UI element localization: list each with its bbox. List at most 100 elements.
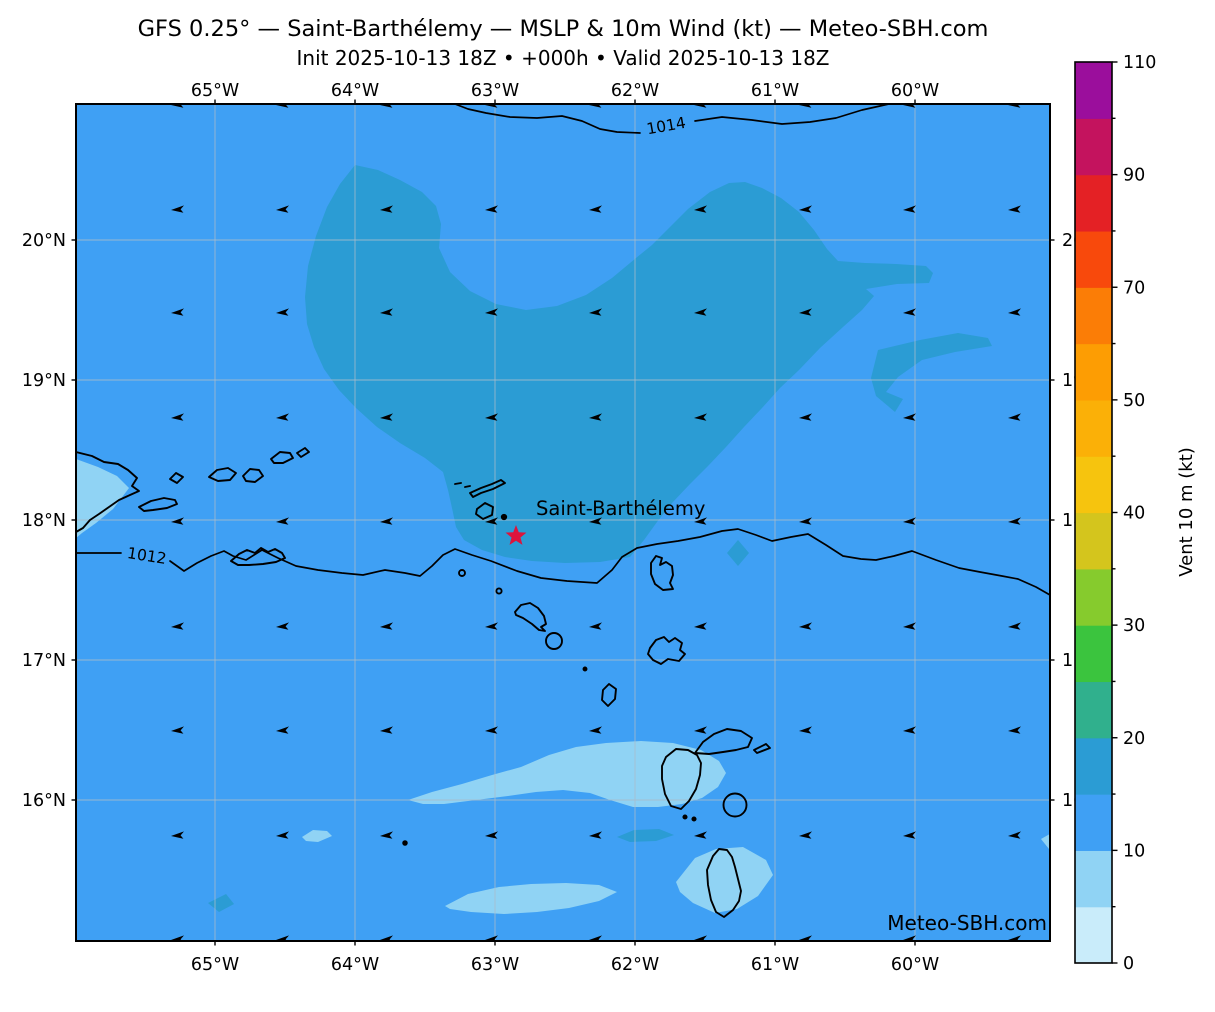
coast-st-thomas bbox=[208, 467, 237, 482]
wind-arrow bbox=[799, 935, 812, 941]
coast-montserrat bbox=[601, 683, 617, 707]
wind-arrow bbox=[589, 622, 602, 630]
lon-label-bottom: 62°W bbox=[611, 955, 659, 975]
wind-arrow bbox=[276, 831, 289, 839]
lon-label-top: 62°W bbox=[611, 81, 659, 101]
colorbar: 0 10 20 30 40 50 70 90 110 bbox=[1074, 53, 1156, 974]
wind-arrow bbox=[589, 413, 602, 421]
coast-les-saintes-1 bbox=[682, 814, 688, 820]
coast-virgin-gorda bbox=[296, 447, 310, 458]
coast-les-saintes-2 bbox=[691, 816, 697, 822]
map-frame bbox=[75, 103, 1051, 942]
colorbar-axis-label: Vent 10 m (kt) bbox=[1176, 447, 1197, 577]
coast-st-john bbox=[242, 468, 264, 483]
lat-label-left: 16°N bbox=[22, 791, 66, 811]
wind-regions-5-10 bbox=[76, 459, 1050, 914]
wind-region-band-5-10 bbox=[445, 883, 617, 914]
map-area: 1014 1012 Meteo-SBH.com Saint-Barthélemy bbox=[76, 104, 1050, 941]
coast-islet-1 bbox=[454, 482, 462, 485]
wind-region-center-5-10 bbox=[408, 741, 726, 807]
wind-region-edge-5-10 bbox=[1041, 833, 1050, 850]
location-marker-label: Saint-Barthélemy bbox=[536, 497, 705, 520]
wind-arrow bbox=[485, 517, 498, 525]
colorbar-segment bbox=[1075, 287, 1112, 345]
wind-region-lens-5-10 bbox=[302, 830, 332, 842]
coast-dominica bbox=[706, 848, 742, 918]
wind-region-lens-15-20 bbox=[617, 829, 674, 842]
isobar-1012-label: 1012 bbox=[126, 544, 168, 568]
wind-arrow bbox=[589, 935, 602, 941]
coast-st-barth-dot bbox=[500, 513, 508, 521]
colorbar-tick-label: 0 bbox=[1123, 954, 1134, 974]
lon-label-top: 61°W bbox=[751, 81, 799, 101]
wind-arrow bbox=[1008, 726, 1021, 734]
wind-arrow bbox=[276, 935, 289, 941]
colorbar-segment bbox=[1075, 850, 1112, 908]
graticule bbox=[76, 104, 1050, 941]
coast-puerto-rico bbox=[76, 451, 140, 533]
wind-arrow bbox=[799, 622, 812, 630]
lon-label-bottom: 60°W bbox=[891, 955, 939, 975]
isobar-1012-line-b bbox=[169, 528, 1050, 596]
wind-arrow bbox=[380, 726, 393, 734]
colorbar-segment bbox=[1075, 456, 1112, 514]
colorbar-tick-label: 10 bbox=[1123, 841, 1145, 861]
colorbar-segment bbox=[1075, 906, 1112, 964]
wind-arrow bbox=[799, 413, 812, 421]
wind-arrow bbox=[903, 726, 916, 734]
wind-arrow bbox=[694, 935, 707, 941]
wind-arrow bbox=[694, 622, 707, 630]
colorbar-segment bbox=[1075, 625, 1112, 683]
wind-regions-15-20 bbox=[208, 165, 992, 912]
coast-barbuda bbox=[650, 555, 674, 591]
coastlines bbox=[76, 447, 771, 918]
wind-arrow bbox=[171, 726, 184, 734]
wind-arrow bbox=[276, 205, 289, 213]
wind-arrow bbox=[589, 831, 602, 839]
coast-antigua bbox=[647, 636, 686, 665]
colorbar-segment bbox=[1075, 118, 1112, 176]
wind-arrow bbox=[485, 935, 498, 941]
lat-label-left: 20°N bbox=[22, 231, 66, 251]
wind-region-diamond-15-20 bbox=[727, 540, 749, 566]
wind-arrow bbox=[694, 726, 707, 734]
wind-arrow bbox=[903, 935, 916, 941]
wind-arrow bbox=[276, 726, 289, 734]
colorbar-tick-label: 70 bbox=[1123, 278, 1145, 298]
wind-arrow bbox=[903, 413, 916, 421]
wind-arrow bbox=[1008, 413, 1021, 421]
figure-subtitle: Init 2025-10-13 18Z • +000h • Valid 2025… bbox=[297, 46, 830, 70]
coast-islet-2 bbox=[464, 485, 471, 488]
wind-region-main-15-20 bbox=[305, 165, 933, 563]
coast-anguilla bbox=[469, 479, 506, 498]
wind-region-band-15-20 bbox=[871, 333, 992, 412]
wind-arrow bbox=[171, 308, 184, 316]
lat-label-left: 19°N bbox=[22, 371, 66, 391]
wind-arrow bbox=[485, 413, 498, 421]
wind-arrow bbox=[1008, 831, 1021, 839]
wind-arrow bbox=[799, 308, 812, 316]
colorbar-segment bbox=[1075, 62, 1112, 119]
colorbar-segment bbox=[1075, 568, 1112, 626]
wind-arrow bbox=[380, 517, 393, 525]
wind-arrow bbox=[799, 726, 812, 734]
coast-la-desirade bbox=[753, 743, 771, 754]
lon-label-top: 65°W bbox=[191, 81, 239, 101]
wind-arrow bbox=[589, 517, 602, 525]
coast-culebra bbox=[169, 472, 184, 484]
wind-arrow bbox=[799, 205, 812, 213]
wind-arrow bbox=[694, 308, 707, 316]
wind-arrow bbox=[589, 205, 602, 213]
wind-arrow bbox=[276, 517, 289, 525]
wind-arrow bbox=[485, 205, 498, 213]
colorbar-segment bbox=[1075, 343, 1112, 401]
colorbar-tick-label: 110 bbox=[1123, 53, 1156, 73]
wind-arrow bbox=[380, 831, 393, 839]
lon-label-top: 64°W bbox=[331, 81, 379, 101]
colorbar-segment bbox=[1075, 681, 1112, 739]
wind-arrow bbox=[485, 308, 498, 316]
watermark: Meteo-SBH.com bbox=[887, 911, 1047, 935]
wind-arrow bbox=[903, 831, 916, 839]
colorbar-segment bbox=[1075, 399, 1112, 457]
coast-marie-galante bbox=[722, 792, 748, 818]
